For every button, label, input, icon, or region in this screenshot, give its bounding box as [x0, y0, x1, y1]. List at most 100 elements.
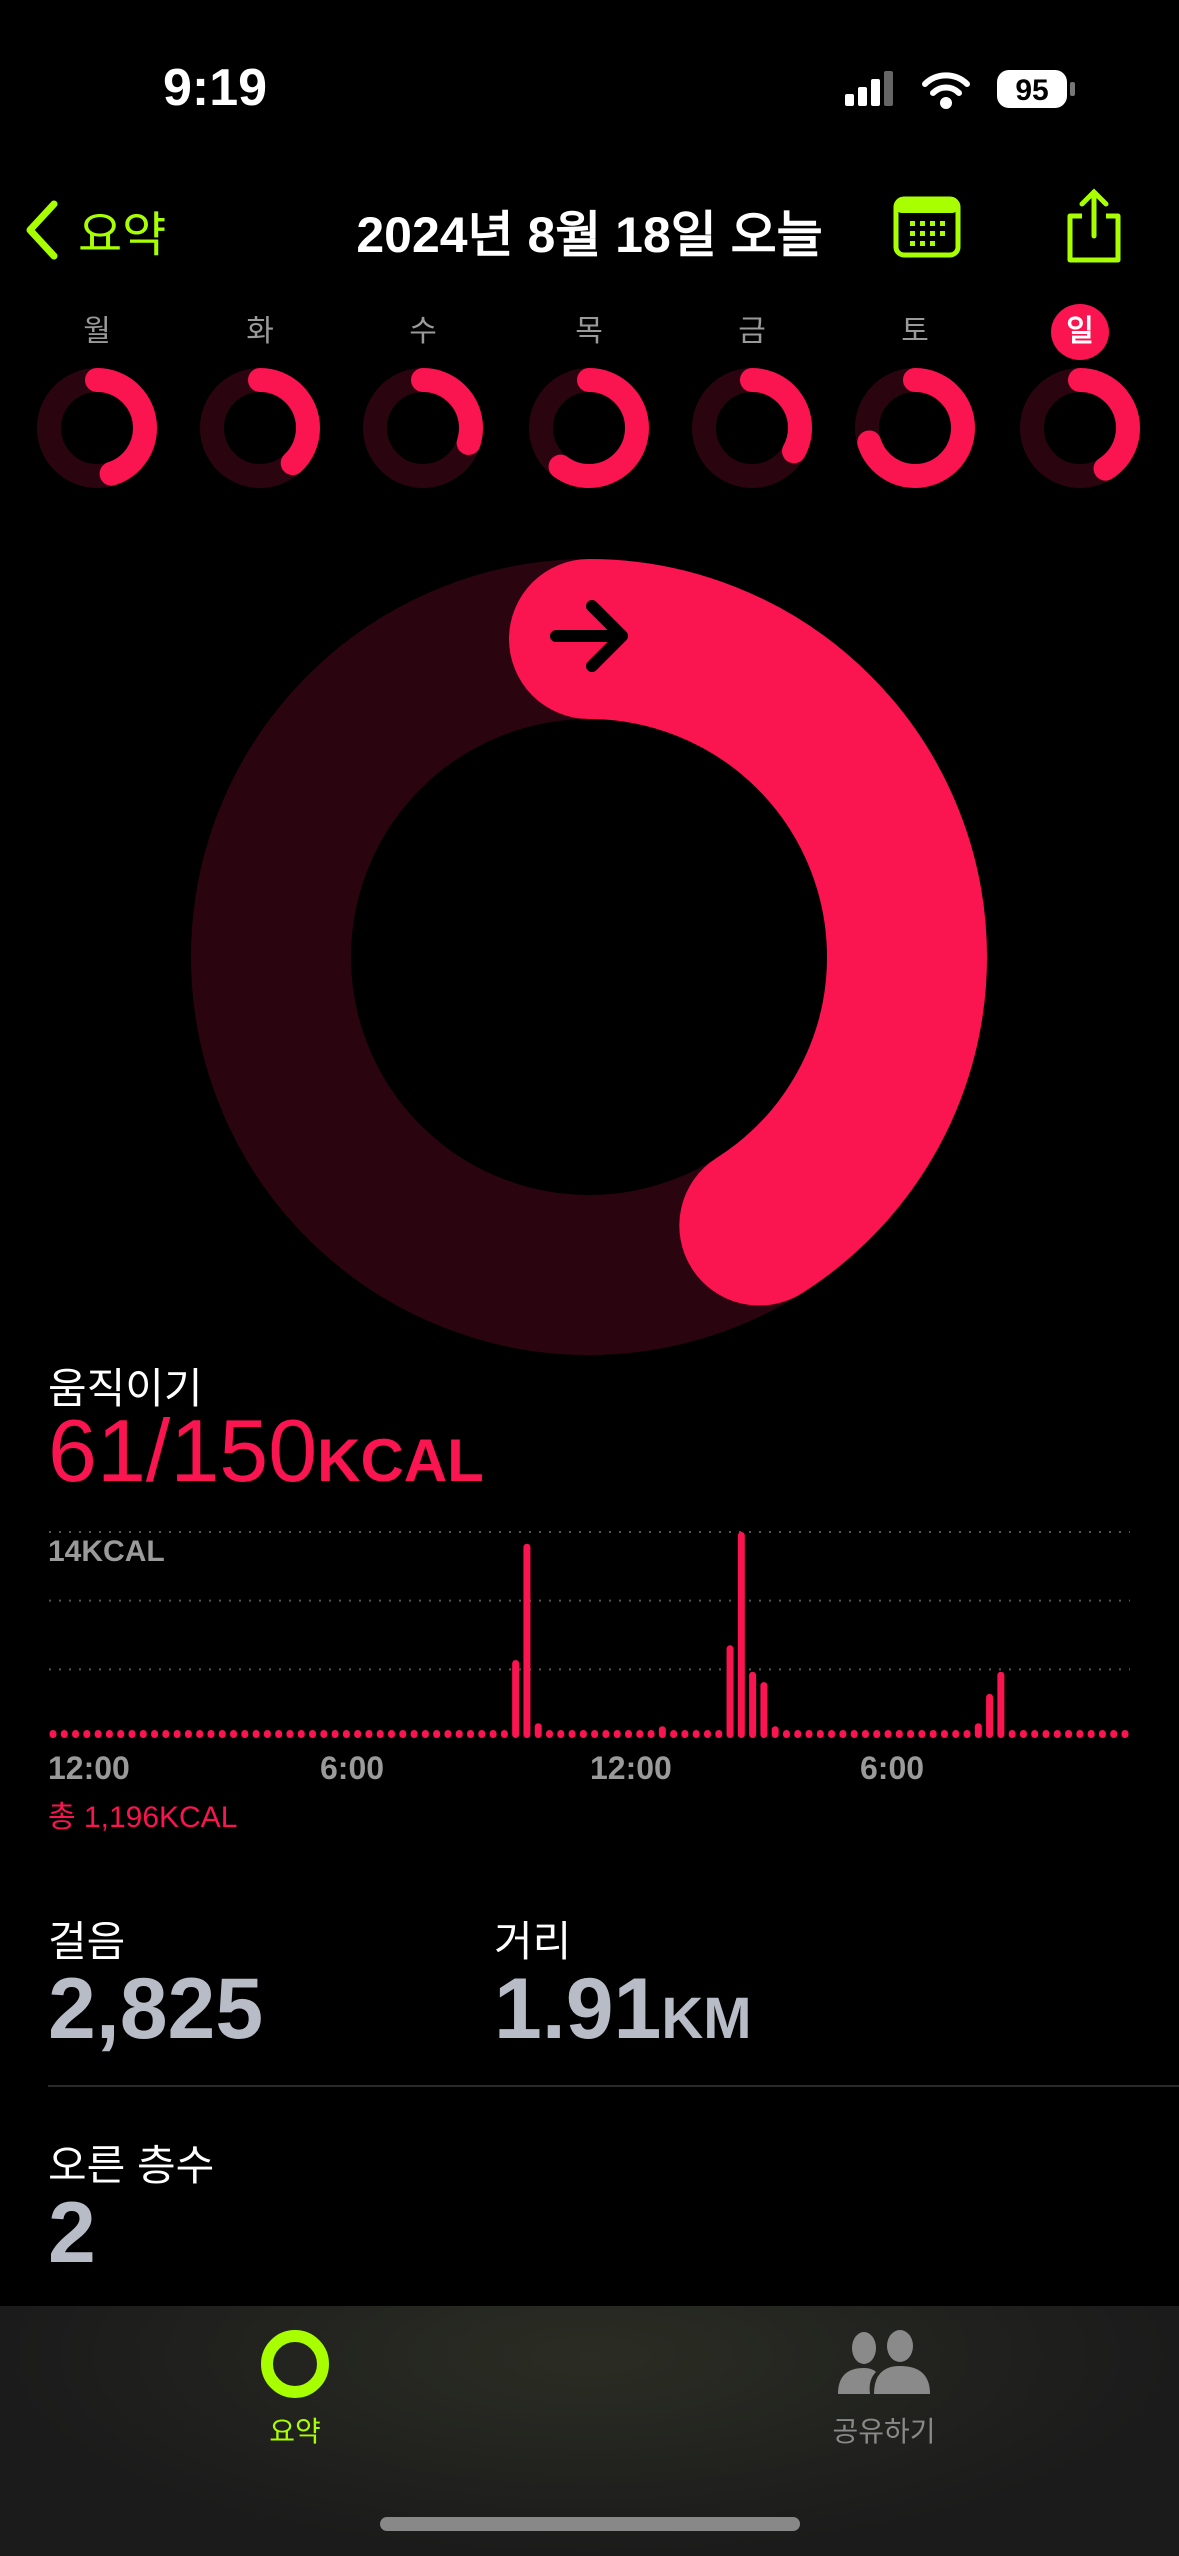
chart-bar	[478, 1730, 486, 1738]
distance-value: 1.91KM	[494, 1960, 752, 2059]
chart-bar	[410, 1730, 418, 1738]
chart-bar	[918, 1730, 926, 1738]
battery-icon	[997, 70, 1067, 108]
chart-bar	[895, 1730, 903, 1738]
chart-bar	[636, 1730, 644, 1738]
chart-bar	[703, 1730, 711, 1738]
day-4[interactable]: 금	[738, 315, 766, 348]
chart-bar	[1053, 1730, 1061, 1738]
chart-bar	[489, 1730, 497, 1738]
chart-bar	[365, 1730, 373, 1738]
chart-bar	[974, 1723, 982, 1738]
total-label: 총 1,196KCAL	[48, 1801, 238, 1834]
chart-bar	[241, 1730, 249, 1738]
chart-bar	[850, 1730, 858, 1738]
chart-bar	[1098, 1730, 1106, 1738]
x-tick-label: 6:00	[860, 1750, 925, 1786]
distance-amount: 1.91	[494, 1961, 662, 2057]
status-time: 9:19	[162, 59, 268, 117]
chart-bar	[760, 1682, 768, 1738]
move-label: 움직이기	[48, 1365, 203, 1412]
chart-bar	[828, 1730, 836, 1738]
chart-bar	[1087, 1730, 1095, 1738]
activity-ring-icon[interactable]	[259, 2328, 331, 2400]
chart-bar	[624, 1730, 632, 1738]
day-6[interactable]: 일	[1051, 304, 1109, 360]
calendar-icon[interactable]	[893, 196, 961, 258]
cellular-icon	[845, 71, 893, 106]
chart-bar	[839, 1730, 847, 1738]
chart-bar	[60, 1730, 68, 1738]
back-button[interactable]: 요약	[24, 195, 166, 265]
arrow-right-icon	[550, 600, 628, 672]
distance-unit: KM	[661, 1986, 752, 2051]
day-ring-progress	[692, 368, 812, 488]
steps-value: 2,825	[48, 1961, 264, 2057]
day-1[interactable]: 화	[246, 315, 274, 348]
steps-label: 걸음	[48, 1918, 126, 1965]
distance-label: 거리	[494, 1918, 572, 1965]
chart-bar	[907, 1730, 915, 1738]
share-icon[interactable]	[1062, 188, 1126, 264]
chart-bar	[433, 1730, 441, 1738]
chart-bar	[162, 1730, 170, 1738]
chart-bar	[184, 1730, 192, 1738]
chart-bar	[342, 1730, 350, 1738]
chart-bar	[986, 1693, 994, 1738]
chart-bar	[455, 1730, 463, 1738]
chart-bar	[873, 1730, 881, 1738]
chart-bar	[320, 1730, 328, 1738]
chart-bar	[500, 1730, 508, 1738]
chart-bar	[794, 1730, 802, 1738]
chart-bar	[963, 1730, 971, 1738]
chart-bar	[218, 1730, 226, 1738]
tab-bar	[0, 2306, 1179, 2556]
chart-bar	[286, 1730, 294, 1738]
chevron-left-icon	[26, 200, 58, 260]
chart-bar	[681, 1730, 689, 1738]
day-ring-progress	[855, 368, 975, 488]
tab-sharing[interactable]: 공유하기	[832, 2416, 936, 2447]
chart-bar	[534, 1723, 542, 1738]
chart-bar	[230, 1730, 238, 1738]
battery-level: 95	[1015, 74, 1048, 107]
floors-label: 오른 층수	[48, 2142, 215, 2189]
chart-bar	[737, 1532, 745, 1738]
day-2[interactable]: 수	[409, 315, 437, 348]
tab-summary[interactable]: 요약	[269, 2416, 321, 2447]
chart-bar	[263, 1730, 271, 1738]
day-3[interactable]: 목	[575, 315, 603, 348]
chart-bar	[692, 1730, 700, 1738]
x-tick-label: 12:00	[590, 1750, 672, 1786]
chart-bar	[861, 1730, 869, 1738]
day-ring-progress	[1020, 368, 1140, 488]
chart-bar	[196, 1730, 204, 1738]
back-label: 요약	[78, 209, 167, 262]
x-tick-label: 12:00	[48, 1750, 130, 1786]
people-icon[interactable]	[836, 2330, 932, 2396]
chart-bar	[613, 1730, 621, 1738]
chart-bar	[309, 1730, 317, 1738]
day-ring-progress	[37, 368, 157, 488]
chart-bar	[568, 1730, 576, 1738]
floors-value: 2	[48, 2185, 96, 2281]
divider	[48, 2085, 1179, 2087]
day-ring-progress	[363, 368, 483, 488]
wifi-icon	[922, 72, 970, 109]
day-0[interactable]: 월	[83, 315, 111, 348]
chart-bar	[512, 1660, 520, 1738]
chart-bar	[1042, 1730, 1050, 1738]
chart-bar	[297, 1730, 305, 1738]
move-amount: 61/150	[48, 1401, 318, 1500]
day-5[interactable]: 토	[901, 315, 929, 348]
page-title: 2024년 8월 18일 오늘	[356, 207, 823, 263]
chart-bar	[805, 1730, 813, 1738]
chart-bar	[523, 1543, 531, 1738]
chart-bar	[884, 1730, 892, 1738]
chart-bar	[816, 1730, 824, 1738]
chart-bar	[275, 1730, 283, 1738]
chart-bar	[467, 1730, 475, 1738]
status-icons: 95	[845, 70, 1075, 109]
chart-bar	[557, 1730, 565, 1738]
chart-bar	[647, 1730, 655, 1738]
